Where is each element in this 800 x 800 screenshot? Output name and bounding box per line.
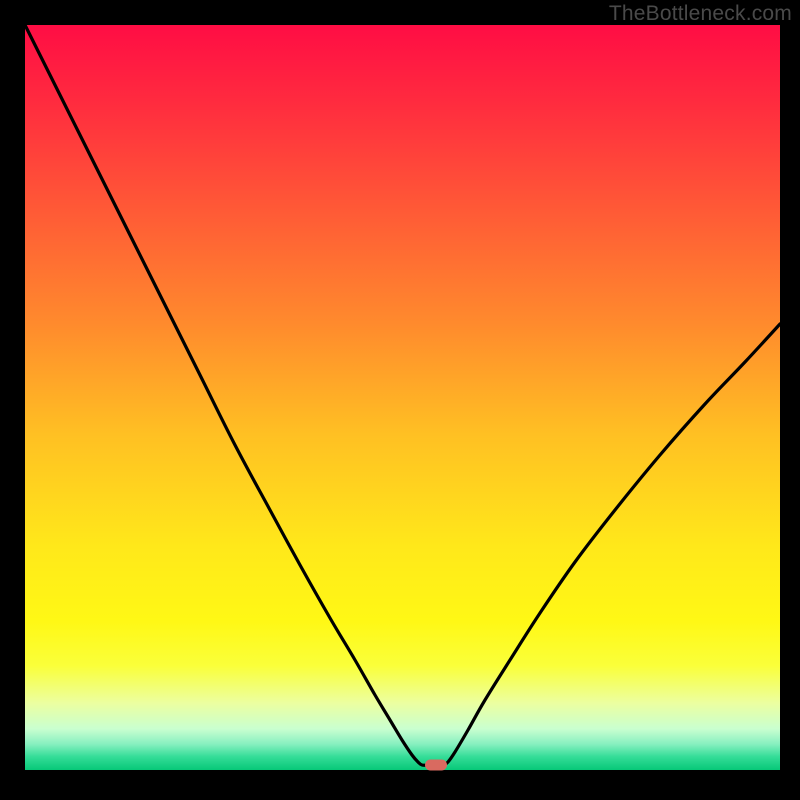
bottleneck-chart xyxy=(0,0,800,800)
optimum-marker xyxy=(425,760,447,771)
attribution-label: TheBottleneck.com xyxy=(609,2,792,26)
plot-background xyxy=(25,25,780,770)
